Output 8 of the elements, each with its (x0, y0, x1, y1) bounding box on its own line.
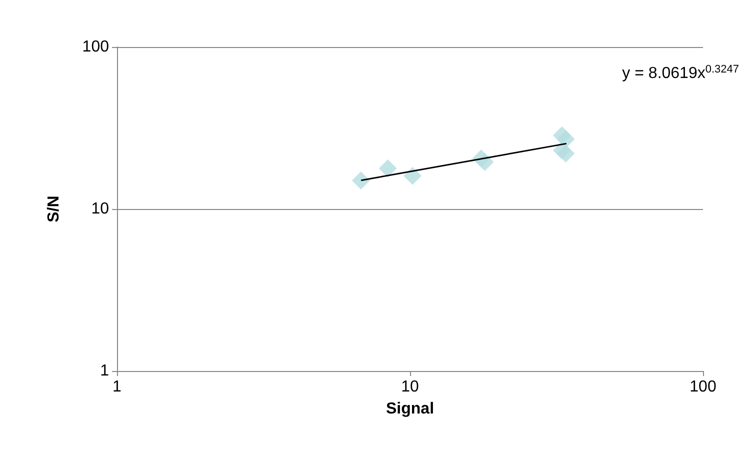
y-tick-label: 100 (82, 38, 110, 56)
x-axis-title: Signal (386, 400, 434, 418)
x-tick-label: 100 (690, 378, 716, 396)
y-tick-label: 1 (100, 362, 110, 380)
y-axis-title: S/N (46, 196, 62, 222)
y-tick-label: 10 (91, 200, 110, 218)
x-tick-label: 1 (112, 378, 122, 396)
x-tick-label: 10 (401, 378, 419, 396)
